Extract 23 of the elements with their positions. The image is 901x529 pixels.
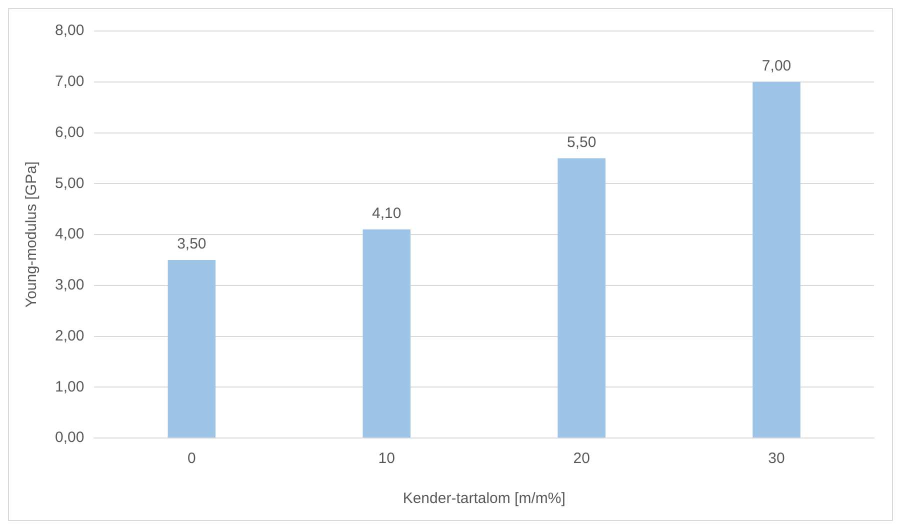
y-tick-label: 6,00: [54, 124, 84, 141]
y-tick-label: 5,00: [54, 174, 84, 192]
x-axis-title: Kender-tartalom [m/m%]: [402, 490, 566, 508]
y-tick-label: 4,00: [54, 226, 84, 243]
x-tick-label: 10: [378, 450, 395, 468]
y-tick-label: 2,00: [54, 327, 84, 344]
y-tick-label: 7,00: [54, 73, 84, 90]
y-tick-label: 3,00: [54, 276, 84, 294]
data-label: 3,50: [177, 236, 206, 253]
y-tick-label: 1,00: [54, 378, 84, 396]
x-tick-label: 30: [768, 450, 785, 468]
y-tick-label: 8,00: [54, 22, 84, 40]
bar: [558, 158, 606, 438]
bar: [752, 82, 800, 438]
x-tick-label: 0: [188, 450, 196, 468]
y-axis-title: Young-modulus [GPa]: [23, 161, 40, 308]
bar: [362, 229, 411, 438]
data-label: 4,10: [372, 205, 402, 222]
x-tick-label: 20: [573, 450, 590, 468]
bar: [168, 260, 216, 438]
data-label: 7,00: [762, 58, 792, 75]
y-tick-label: 0,00: [54, 429, 84, 446]
data-label: 5,50: [566, 134, 596, 151]
